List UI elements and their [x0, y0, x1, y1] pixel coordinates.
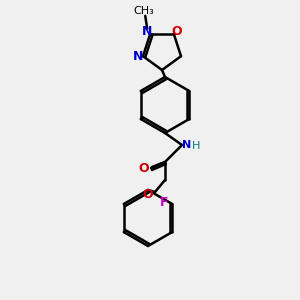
Text: N: N: [182, 140, 192, 150]
Text: N: N: [142, 25, 152, 38]
Text: O: O: [171, 25, 182, 38]
Text: O: O: [143, 188, 153, 200]
Text: H: H: [192, 141, 200, 151]
Text: O: O: [139, 161, 149, 175]
Text: CH₃: CH₃: [134, 6, 154, 16]
Text: F: F: [160, 196, 169, 208]
Text: N: N: [133, 50, 143, 63]
